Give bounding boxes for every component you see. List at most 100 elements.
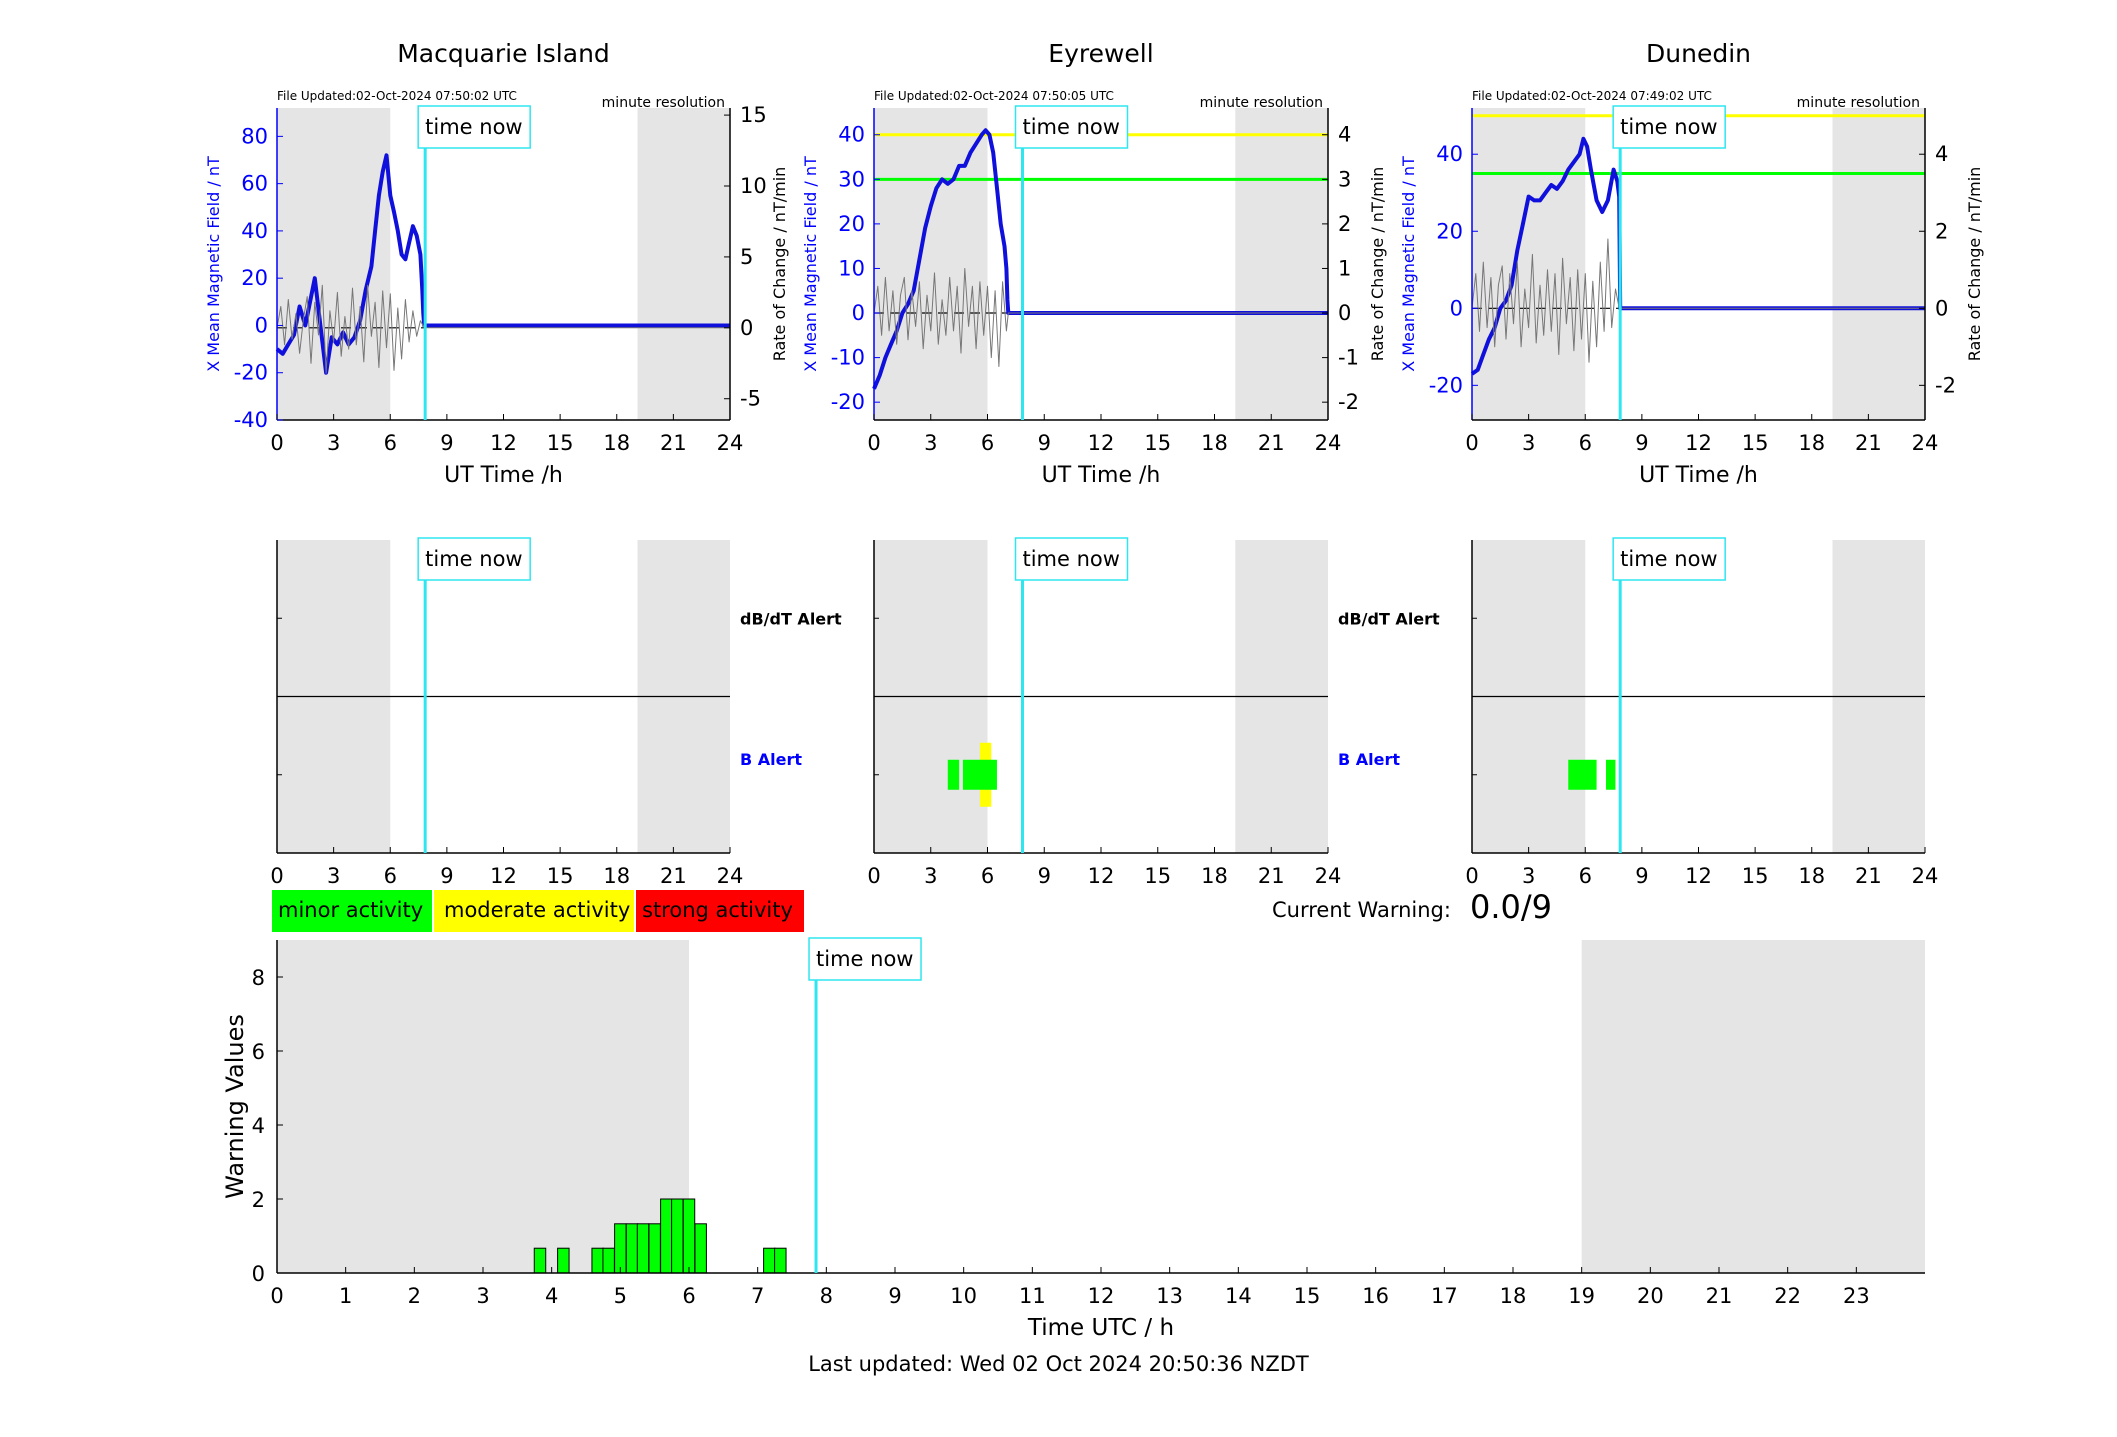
panel2-x-tick-label: 9	[1038, 431, 1051, 455]
current-warning-label: Current Warning:	[1272, 898, 1451, 922]
panel3-x-tick-label: 12	[1685, 431, 1712, 455]
alert-panel3-x-tick-label: 18	[1798, 864, 1825, 888]
warning-panel-x-tick-label: 2	[408, 1284, 421, 1308]
panel3-x-tick-label: 0	[1465, 431, 1478, 455]
alert-panel2-x-tick-label: 3	[924, 864, 937, 888]
alert-panel2-b-label: B Alert	[1338, 750, 1400, 769]
warning-panel-x-tick-label: 22	[1774, 1284, 1801, 1308]
panel1-x-tick-label: 21	[660, 431, 687, 455]
panel1-yl-tick-label: 0	[255, 313, 268, 337]
panel3-x-tick-label: 3	[1522, 431, 1535, 455]
alert-panel1-time-now-label: time now	[425, 547, 522, 571]
warning-panel-x-tick-label: 3	[476, 1284, 489, 1308]
panel3-yr-tick-label: 4	[1935, 142, 1948, 166]
warning-panel-bar	[682, 1198, 696, 1274]
warning-panel-x-tick-label: 15	[1294, 1284, 1321, 1308]
warning-panel-night-shade-1	[1581, 940, 1925, 1273]
panel2-x-tick-label: 21	[1258, 431, 1285, 455]
warning-panel-bar	[763, 1247, 776, 1274]
warning-panel-y-tick-label: 0	[252, 1262, 265, 1286]
legend-minor-label: minor activity	[278, 898, 424, 922]
panel2-yl-tick-label: -10	[831, 346, 865, 370]
panel2-yl-tick-label: -20	[831, 390, 865, 414]
alert-panel2-x-tick-label: 15	[1144, 864, 1171, 888]
warning-panel-y-tick-label: 4	[252, 1114, 265, 1138]
warning-panel-bar	[694, 1223, 707, 1274]
warning-panel-x-tick-label: 14	[1225, 1284, 1252, 1308]
alert-panel1-x-tick-label: 18	[603, 864, 630, 888]
panel1-field-series	[275, 153, 730, 375]
warning-panel-x-tick-label: 9	[888, 1284, 901, 1308]
panel1-x-tick-label: 18	[603, 431, 630, 455]
panel3-yl-tick-label: 0	[1450, 296, 1463, 320]
warning-panel-x-tick-label: 17	[1431, 1284, 1458, 1308]
alert-panel3-x-tick-label: 3	[1522, 864, 1535, 888]
panel2-yl-tick-label: 40	[838, 123, 865, 147]
panel1-yl-tick-label: 20	[241, 266, 268, 290]
panel2-yl-tick-label: 0	[852, 301, 865, 325]
alert-panel2-x-tick-label: 9	[1038, 864, 1051, 888]
panel3-ylabel-left: X Mean Magnetic Field / nT	[1399, 156, 1418, 372]
panel1-x-tick-label: 15	[547, 431, 574, 455]
panel1-title: Macquarie Island	[397, 39, 610, 68]
panel3-title: Dunedin	[1646, 39, 1751, 68]
alert-panel3-time-now-box	[1612, 537, 1726, 581]
alert-panel2-x-tick-label: 18	[1201, 864, 1228, 888]
panel1-yr-tick-label: 10	[740, 174, 767, 198]
panel2-x-tick-label: 24	[1315, 431, 1342, 455]
panel3-x-tick-label: 18	[1798, 431, 1825, 455]
panel2-yr-tick-label: 1	[1338, 256, 1351, 280]
alert-panel3-alert-minor-0	[1568, 759, 1597, 790]
panel3-x-tick-label: 15	[1742, 431, 1769, 455]
panel1-yl-tick-label: 80	[241, 124, 268, 148]
alert-panel1-dbdt-label: dB/dT Alert	[740, 609, 842, 628]
panel3-field-series	[1470, 136, 1925, 376]
panel2-x-tick-label: 12	[1088, 431, 1115, 455]
panel2-resolution: minute resolution	[1200, 95, 1323, 111]
panel1-night-shade-1	[637, 108, 730, 420]
panel3-night-shade-1	[1832, 108, 1925, 420]
panel3-rate-series	[1471, 238, 1925, 363]
panel2-x-tick-label: 18	[1201, 431, 1228, 455]
warning-panel-time-now-label: time now	[816, 947, 913, 971]
panel2-yl-tick-label: 20	[838, 212, 865, 236]
panel3-yl-tick-label: 40	[1436, 142, 1463, 166]
alert-panel2-x-tick-label: 6	[981, 864, 994, 888]
alert-panel1-time-now-box	[417, 537, 531, 581]
warning-panel-bar	[774, 1247, 787, 1274]
panel3-time-now-label: time now	[1620, 115, 1717, 139]
warning-panel-xlabel: Time UTC / h	[1027, 1315, 1174, 1341]
alert-panel2-dbdt-label: dB/dT Alert	[1338, 609, 1440, 628]
alert-panel1-x-tick-label: 9	[440, 864, 453, 888]
warning-panel-x-tick-label: 20	[1637, 1284, 1664, 1308]
panel1-yr-tick-label: 5	[740, 245, 753, 269]
current-warning-value: 0.0/9	[1470, 888, 1553, 926]
panel1-file-updated: File Updated:02-Oct-2024 07:50:02 UTC	[277, 89, 517, 103]
panel2-title: Eyrewell	[1048, 39, 1153, 68]
legend-moderate-activity	[434, 890, 634, 932]
panel3-resolution: minute resolution	[1797, 95, 1920, 111]
panel2-time-now-label: time now	[1022, 115, 1119, 139]
alert-panel3-x-tick-label: 15	[1742, 864, 1769, 888]
panel1-yl-tick-label: 60	[241, 172, 268, 196]
panel3-x-tick-label: 9	[1635, 431, 1648, 455]
panel1-x-tick-label: 6	[384, 431, 397, 455]
panel2-yr-tick-label: -2	[1338, 390, 1359, 414]
warning-panel-bar	[648, 1223, 661, 1274]
alert-panel2-time-now-box	[1014, 537, 1129, 581]
alert-panel3-x-tick-label: 21	[1855, 864, 1882, 888]
panel3-xlabel: UT Time /h	[1639, 463, 1758, 488]
panel1-x-tick-label: 9	[440, 431, 453, 455]
panel2-yr-tick-label: 4	[1338, 123, 1351, 147]
panel2-x-tick-label: 15	[1144, 431, 1171, 455]
warning-panel-x-tick-label: 11	[1019, 1284, 1046, 1308]
panel3-x-tick-label: 21	[1855, 431, 1882, 455]
warning-panel-bar	[614, 1223, 627, 1274]
legend-strong-label: strong activity	[642, 898, 793, 922]
warning-panel-bar	[625, 1223, 639, 1274]
warning-panel-y-tick-label: 6	[252, 1040, 265, 1064]
alert-panel1-x-tick-label: 0	[270, 864, 283, 888]
alert-panel3-time-now-label: time now	[1620, 547, 1717, 571]
panel2-field-series	[872, 128, 1328, 390]
panel2-x-tick-label: 3	[924, 431, 937, 455]
